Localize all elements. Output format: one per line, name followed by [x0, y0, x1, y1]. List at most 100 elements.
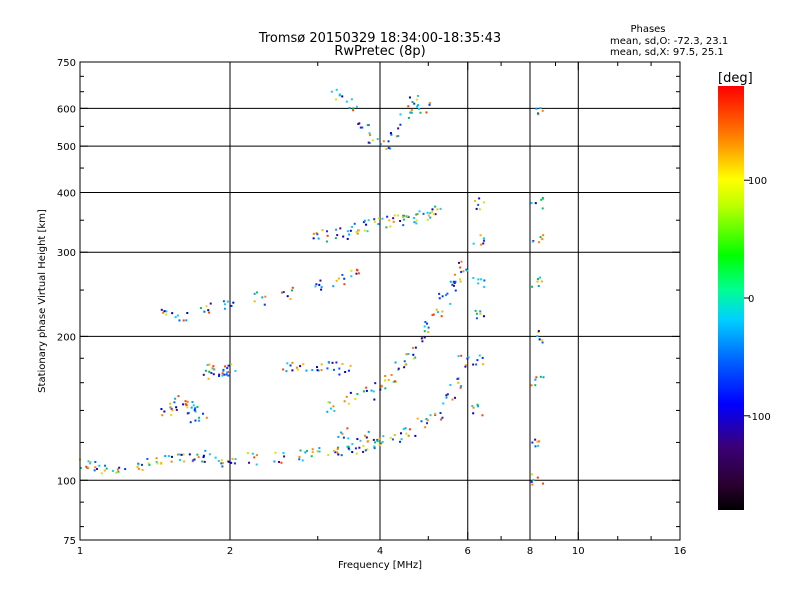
data-point	[208, 311, 211, 314]
colorbar-label: [deg]	[718, 71, 753, 86]
data-point	[333, 409, 336, 412]
data-point	[422, 212, 425, 215]
data-point	[337, 453, 340, 456]
data-point	[89, 462, 92, 465]
data-point	[345, 100, 348, 103]
data-point	[366, 123, 369, 126]
data-point	[105, 467, 108, 470]
data-point	[169, 406, 172, 409]
data-point	[411, 100, 414, 103]
data-point	[349, 229, 352, 232]
x-tick-label: 16	[674, 546, 687, 557]
data-point	[356, 438, 359, 441]
data-point	[318, 283, 321, 286]
data-point	[325, 230, 328, 233]
data-point	[454, 396, 457, 399]
data-point	[542, 376, 545, 379]
data-point	[442, 402, 445, 405]
data-point	[349, 391, 352, 394]
data-point	[194, 410, 197, 413]
data-point	[345, 395, 348, 398]
data-point	[434, 205, 437, 208]
data-point	[459, 278, 462, 281]
data-point	[418, 210, 421, 213]
data-point	[234, 369, 237, 372]
data-point	[342, 235, 345, 238]
data-point	[246, 452, 249, 455]
data-point	[117, 470, 120, 473]
data-point	[190, 406, 193, 409]
data-point	[222, 369, 225, 372]
data-point	[384, 375, 387, 378]
data-point	[389, 147, 392, 150]
data-point	[384, 379, 387, 382]
data-point	[374, 441, 377, 444]
data-point	[453, 273, 456, 276]
data-point	[335, 98, 338, 101]
data-point	[459, 280, 462, 283]
data-point	[541, 339, 544, 342]
data-point	[339, 227, 342, 230]
data-point	[326, 410, 329, 413]
data-point	[373, 218, 376, 221]
data-point	[202, 456, 205, 459]
data-point	[427, 214, 430, 217]
data-point	[137, 463, 140, 466]
data-point	[197, 456, 200, 459]
data-point	[445, 294, 448, 297]
data-point	[263, 303, 266, 306]
data-point	[440, 315, 443, 318]
data-point	[540, 280, 543, 283]
data-point	[460, 260, 463, 263]
data-point	[355, 452, 358, 455]
data-point	[163, 310, 166, 313]
data-point	[466, 357, 469, 360]
data-point	[223, 373, 226, 376]
data-point	[192, 404, 195, 407]
data-point	[220, 462, 223, 465]
data-point	[318, 450, 321, 453]
data-point	[184, 403, 187, 406]
data-point	[174, 316, 177, 319]
data-point	[371, 139, 374, 142]
data-point	[367, 219, 370, 222]
data-point	[248, 461, 251, 464]
y-tick-label: 400	[57, 188, 76, 199]
data-point	[429, 212, 432, 215]
data-point	[413, 221, 416, 224]
data-point	[207, 377, 210, 380]
data-point	[441, 310, 444, 313]
data-point	[320, 369, 323, 372]
y-tick-label: 300	[57, 248, 76, 259]
data-point	[227, 460, 230, 463]
data-point	[476, 359, 479, 362]
data-point	[348, 233, 351, 236]
data-point	[184, 400, 187, 403]
data-point	[222, 462, 225, 465]
data-point	[160, 408, 163, 411]
data-point	[314, 285, 317, 288]
data-point	[326, 234, 329, 237]
data-point	[362, 221, 365, 224]
data-point	[178, 453, 181, 456]
data-point	[320, 363, 323, 366]
data-point	[365, 223, 368, 226]
data-point	[413, 216, 416, 219]
data-point	[330, 90, 333, 93]
data-point	[349, 364, 352, 367]
data-point	[541, 196, 544, 199]
data-point	[204, 369, 207, 372]
data-point	[202, 373, 205, 376]
data-point	[429, 414, 432, 417]
data-point	[477, 405, 480, 408]
data-point	[482, 242, 485, 245]
data-point	[350, 269, 353, 272]
data-point	[376, 440, 379, 443]
data-point	[115, 471, 118, 474]
data-point	[452, 284, 455, 287]
data-point	[373, 445, 376, 448]
data-point	[124, 468, 127, 471]
data-point	[321, 229, 324, 232]
data-point	[394, 380, 397, 383]
data-point	[431, 210, 434, 213]
